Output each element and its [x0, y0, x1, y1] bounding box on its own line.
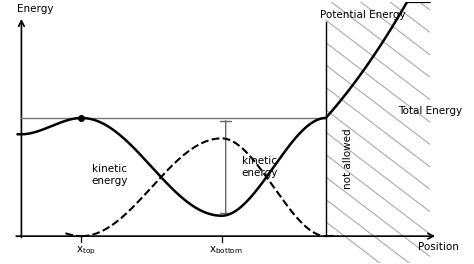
Text: Energy: Energy: [18, 4, 54, 14]
FancyBboxPatch shape: [326, 22, 430, 236]
Text: x$_{\mathrm{bottom}}$: x$_{\mathrm{bottom}}$: [209, 244, 243, 256]
Text: not allowed: not allowed: [343, 128, 353, 189]
Text: Total Energy: Total Energy: [398, 106, 462, 116]
Text: kinetic
energy: kinetic energy: [91, 164, 128, 186]
Text: kinetic
energy: kinetic energy: [242, 156, 278, 178]
Text: x$_{\mathrm{top}}$: x$_{\mathrm{top}}$: [76, 244, 95, 257]
Text: Position: Position: [418, 242, 458, 252]
Text: Potential Energy: Potential Energy: [320, 10, 406, 20]
